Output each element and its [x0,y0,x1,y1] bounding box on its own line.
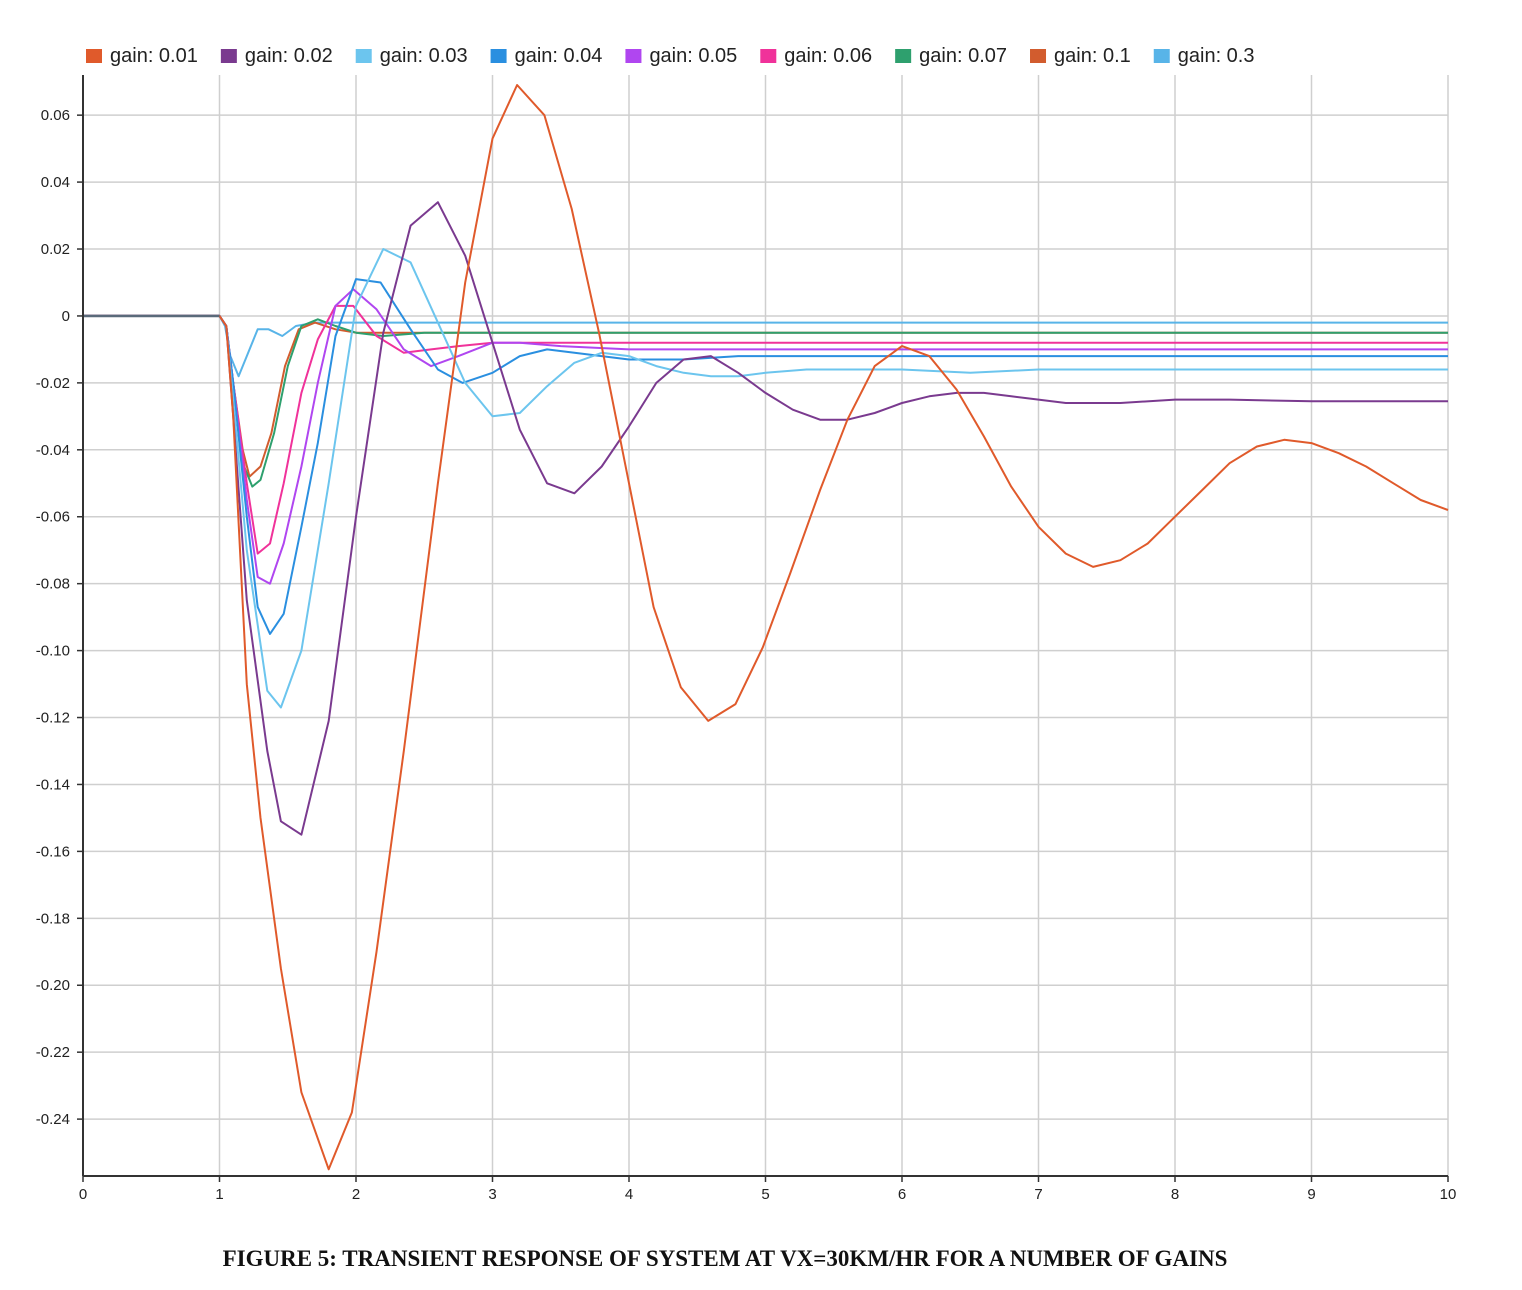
legend-label: gain: 0.3 [1178,45,1255,67]
x-tick-label: 5 [761,1186,769,1203]
legend-swatch [760,49,777,63]
legend-swatch [220,49,237,63]
grid [82,75,1449,1176]
legend-swatch [1030,49,1047,63]
y-tick-label: 0 [62,308,70,325]
legend-label: gain: 0.06 [784,45,872,67]
legend-label: gain: 0.03 [380,45,468,67]
y-tick-label: -0.08 [36,576,70,593]
series-line-gain-0.03 [83,248,1448,709]
legend-swatch [355,49,372,63]
y-tick-label: -0.20 [36,977,70,994]
y-tick-label: 0.04 [41,174,70,191]
y-tick-label: -0.18 [36,910,70,927]
y-tick-label: -0.04 [36,442,70,459]
x-tick-label: 3 [488,1186,496,1203]
chart: gain: 0.01 gain: 0.02 gain: 0.03 gain: 0.04… [36,45,1457,1203]
axes: 0 1 2 3 4 5 6 7 8 9 10 0.06 0.04 0.02 0 -0.02 -0.04 -0.06… [36,75,1457,1203]
x-tick-label: 7 [1034,1186,1042,1203]
x-tick-label: 2 [352,1186,360,1203]
legend-swatch [86,49,102,63]
y-tick-label: -0.10 [36,643,70,660]
y-tick-label: -0.22 [36,1044,70,1061]
legend: gain: 0.01 gain: 0.02 gain: 0.03 gain: 0.04… [86,45,1254,67]
series-line-gain-0.05 [83,288,1448,585]
y-tick-label: 0.02 [41,241,70,258]
legend-label: gain: 0.1 [1054,45,1131,67]
x-tick-label: 8 [1171,1186,1179,1203]
legend-swatch [895,49,912,63]
legend-label: gain: 0.05 [649,45,737,67]
y-tick-label: 0.06 [41,107,70,124]
y-tick-label: -0.24 [36,1111,70,1128]
y-tick-label: -0.12 [36,710,70,727]
x-tick-label: 6 [898,1186,906,1203]
series-line-gain-0.06 [83,304,1448,555]
y-tick-label: -0.14 [36,776,70,793]
x-tick-label: 0 [79,1186,87,1203]
legend-swatch [490,49,507,63]
x-tick-label: 1 [215,1186,223,1203]
legend-label: gain: 0.07 [919,45,1007,67]
series-line-gain-0.04 [83,278,1448,635]
y-tick-label: -0.02 [36,375,70,392]
y-tick-label: -0.06 [36,509,70,526]
y-tick-label: -0.16 [36,843,70,860]
series-line-gain-0.01 [83,84,1449,1171]
figure-caption: FIGURE 5: TRANSIENT RESPONSE OF SYSTEM A… [222,1246,1228,1271]
legend-swatch [1153,49,1170,63]
legend-label: gain: 0.01 [110,45,198,67]
legend-label: gain: 0.04 [515,45,603,67]
x-tick-label: 10 [1440,1186,1457,1203]
series-line-gain-0.02 [83,201,1448,836]
series-layer [83,84,1449,1171]
x-tick-label: 4 [625,1186,633,1203]
legend-swatch [625,49,642,63]
legend-label: gain: 0.02 [245,45,333,67]
x-tick-label: 9 [1307,1186,1315,1203]
